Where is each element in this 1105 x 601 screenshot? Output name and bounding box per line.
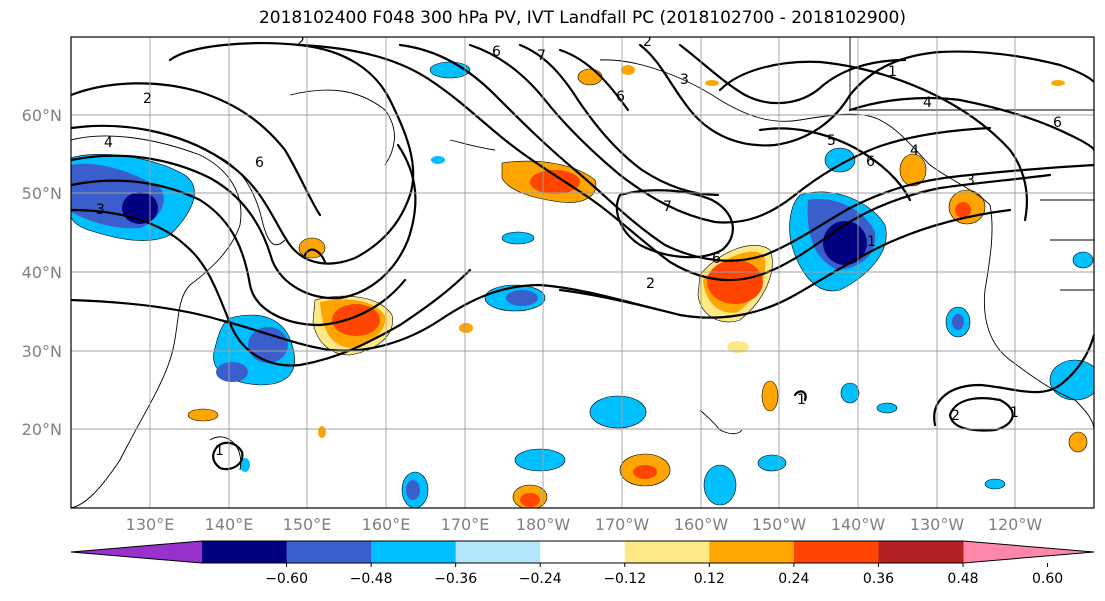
latitude-labels: 60°N 50°N 40°N 30°N 20°N [22, 106, 62, 439]
lat-label: 20°N [22, 420, 62, 439]
colorbar-tick-label: 0.24 [778, 571, 809, 587]
contour-label: 2 [646, 276, 655, 292]
contour-label: 6 [492, 44, 501, 60]
lon-label: 130°W [910, 515, 965, 534]
colorbar-bin [202, 541, 288, 563]
colorbar-bin [878, 541, 964, 563]
colorbar-extend-high [963, 541, 1094, 563]
contour-label: 6 [255, 155, 264, 171]
lon-label: 120°W [988, 515, 1043, 534]
contour-label: 1 [867, 234, 876, 250]
contour-label: 4 [910, 143, 919, 159]
colorbar-bin [540, 541, 626, 563]
colorbar-tick-label: −0.24 [519, 571, 562, 587]
lon-label: 140°W [831, 515, 886, 534]
contour-label: 6 [1053, 115, 1062, 131]
lon-label: 170°E [441, 515, 490, 534]
pv-contours [71, 42, 1094, 471]
lon-label: 160°W [674, 515, 729, 534]
colorbar-tick-labels: −0.60 −0.48 −0.36 −0.24 −0.12 0.12 0.24 0.36 0.4… [265, 563, 1063, 587]
colorbar-tick-label: 0.12 [694, 571, 725, 587]
map-border [70, 36, 1095, 509]
colorbar-tick-label: 0.60 [1032, 571, 1063, 587]
colorbar-bin [709, 541, 795, 563]
contour-label: 2 [643, 34, 652, 50]
colorbar-extend-low [71, 541, 202, 563]
colorbar-bin [793, 541, 879, 563]
colorbar-tick-label: −0.48 [350, 571, 393, 587]
colorbar-bin [455, 541, 541, 563]
colorbar [70, 540, 1095, 564]
contour-label: 6 [616, 89, 625, 105]
gridlines [71, 37, 1094, 508]
longitude-labels: 130°E 140°E 150°E 160°E 170°E 180°W 170°… [126, 515, 1043, 534]
colorbar-tick-label: 0.36 [863, 571, 894, 587]
contour-label: 4 [104, 135, 113, 151]
contour-label: 3 [966, 173, 975, 189]
contour-label: 1 [797, 392, 806, 408]
lon-label: 130°E [126, 515, 175, 534]
contour-label: 5 [827, 133, 836, 149]
colorbar-tick-label: −0.60 [265, 571, 308, 587]
contour-label: 1 [888, 64, 897, 80]
figure-title: 2018102400 F048 300 hPa PV, IVT Landfall… [258, 8, 906, 28]
contour-label: 2 [296, 34, 305, 50]
contour-label: 3 [680, 72, 689, 88]
lon-label: 140°E [205, 515, 254, 534]
contour-label: 2 [951, 408, 960, 424]
contour-label: 7 [663, 199, 672, 215]
lon-label: 160°E [362, 515, 411, 534]
contour-label: 4 [923, 95, 932, 111]
lat-label: 50°N [22, 184, 62, 203]
lon-label: 170°W [595, 515, 650, 534]
lon-label: 150°W [752, 515, 807, 534]
contour-label: 6 [712, 251, 721, 267]
colorbar-outline [70, 540, 1095, 564]
colorbar-tick-label: 0.48 [947, 571, 978, 587]
contour-label: 7 [537, 48, 546, 64]
contour-label: 2 [143, 91, 152, 107]
colorbar-bin [371, 541, 457, 563]
contour-label: 3 [96, 202, 105, 218]
coastlines-layer [71, 37, 1094, 508]
colorbar-tick-label: −0.36 [434, 571, 477, 587]
colorbar-tick-label: −0.12 [603, 571, 646, 587]
lat-label: 60°N [22, 106, 62, 125]
lat-label: 30°N [22, 342, 62, 361]
colorbar-bin [624, 541, 710, 563]
contour-label: 6 [866, 154, 875, 170]
lon-label: 180°W [516, 515, 571, 534]
map-area [71, 37, 1094, 508]
lon-label: 150°E [283, 515, 332, 534]
contour-label: 1 [215, 443, 224, 459]
colorbar-bin [286, 541, 372, 563]
contour-labels: 2 6 7 4 3 6 2 2 6 7 6 2 5 4 3 3 6 1 4 1 … [96, 34, 1062, 459]
lat-label: 40°N [22, 263, 62, 282]
contour-label: 1 [1010, 405, 1019, 421]
